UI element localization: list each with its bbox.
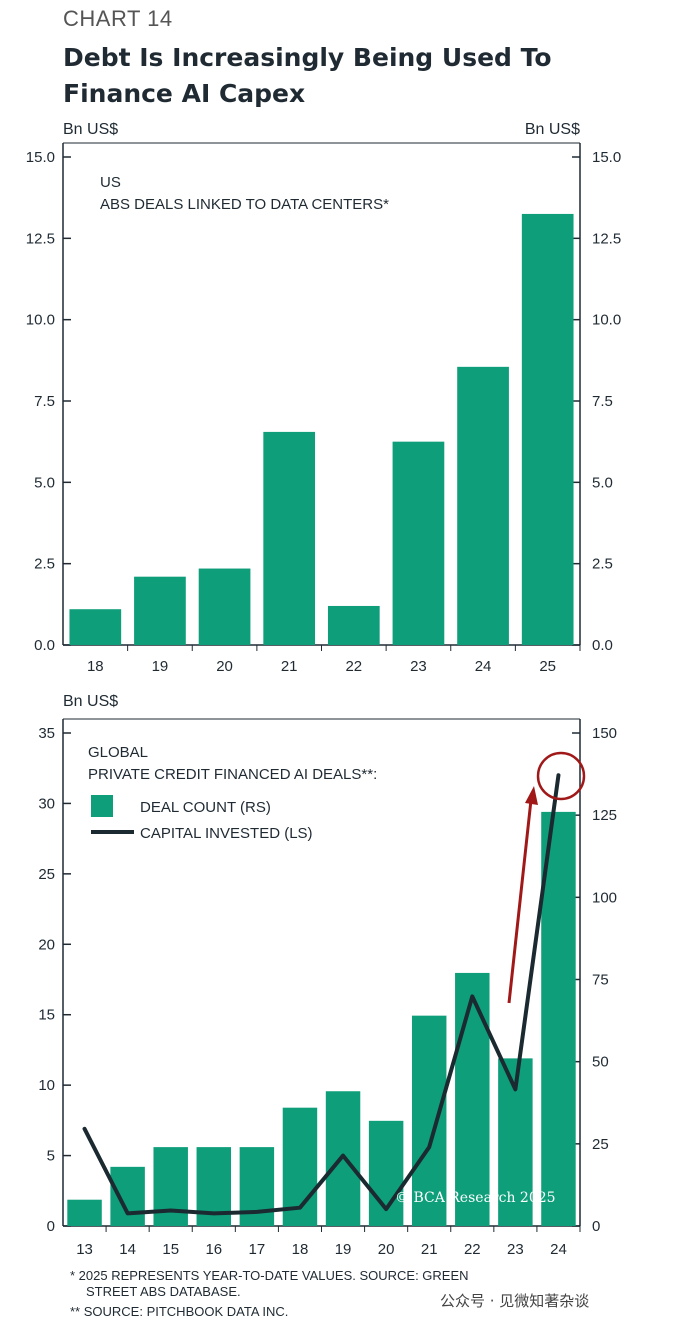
bottom-x-label-23: 23 xyxy=(507,1241,524,1258)
footnote-1-cont: STREET ABS DATABASE. xyxy=(86,1284,241,1299)
top-left-tick-label: 10.0 xyxy=(26,312,55,329)
bottom-x-label-22: 22 xyxy=(464,1241,481,1258)
bottom-x-label-19: 19 xyxy=(335,1241,352,1258)
bottom-bar-15 xyxy=(153,1147,188,1226)
bottom-bar-13 xyxy=(67,1199,102,1226)
legend-deal-count: DEAL COUNT (RS) xyxy=(140,799,271,816)
bottom-x-label-20: 20 xyxy=(378,1241,395,1258)
top-panel-subtitle: ABS DEALS LINKED TO DATA CENTERS* xyxy=(100,196,389,213)
top-bar-23 xyxy=(392,441,445,645)
top-bar-19 xyxy=(134,576,186,645)
bottom-x-label-18: 18 xyxy=(292,1241,309,1258)
bottom-x-label-17: 17 xyxy=(249,1241,266,1258)
bottom-bar-14 xyxy=(110,1166,145,1226)
top-x-label-18: 18 xyxy=(87,658,104,675)
bottom-x-label-15: 15 xyxy=(162,1241,179,1258)
top-right-tick-label: 2.5 xyxy=(592,556,613,573)
bottom-left-tick-label: 25 xyxy=(38,866,55,883)
bottom-left-tick-label: 30 xyxy=(38,795,55,812)
chart-number: CHART 14 xyxy=(63,6,173,31)
top-right-tick-label: 12.5 xyxy=(592,230,621,247)
bottom-right-tick-label: 150 xyxy=(592,725,617,742)
bottom-panel-subtitle: PRIVATE CREDIT FINANCED AI DEALS**: xyxy=(88,766,377,783)
capital-invested-line xyxy=(82,773,561,1216)
top-left-tick-label: 15.0 xyxy=(26,149,55,166)
top-bar-24 xyxy=(457,366,509,645)
bottom-right-tick-label: 75 xyxy=(592,972,609,989)
bottom-x-label-21: 21 xyxy=(421,1241,438,1258)
copyright-label: © BCA Research 2025 xyxy=(395,1190,556,1206)
bottom-panel-title: GLOBAL xyxy=(88,744,148,761)
top-x-label-21: 21 xyxy=(281,658,298,675)
top-right-unit-label: Bn US$ xyxy=(525,121,580,138)
top-bar-21 xyxy=(263,431,316,645)
top-x-label-25: 25 xyxy=(539,658,556,675)
top-bar-20 xyxy=(198,568,251,645)
top-bar-18 xyxy=(69,609,122,645)
bottom-bar-24 xyxy=(541,811,576,1226)
trend-arrow xyxy=(507,799,533,1004)
top-left-tick-label: 0.0 xyxy=(34,637,55,654)
bottom-right-tick-label: 100 xyxy=(592,889,617,906)
chart-title: Debt Is Increasingly Being Used To Finan… xyxy=(63,43,552,108)
top-right-tick-label: 7.5 xyxy=(592,393,613,410)
top-x-label-24: 24 xyxy=(475,658,492,675)
top-bar-25 xyxy=(521,213,574,645)
watermark: 公众号 · 见微知著杂谈 xyxy=(440,1292,590,1310)
bottom-left-unit-label: Bn US$ xyxy=(63,693,118,710)
bottom-x-label-14: 14 xyxy=(119,1241,136,1258)
top-right-tick-label: 5.0 xyxy=(592,474,613,491)
bottom-right-tick-label: 0 xyxy=(592,1218,600,1235)
bottom-left-tick-label: 10 xyxy=(38,1077,55,1094)
bottom-x-label-24: 24 xyxy=(550,1241,567,1258)
top-right-tick-label: 10.0 xyxy=(592,312,621,329)
bottom-x-label-13: 13 xyxy=(76,1241,93,1258)
top-left-unit-label: Bn US$ xyxy=(63,121,118,138)
top-x-label-19: 19 xyxy=(152,658,169,675)
top-left-tick-label: 7.5 xyxy=(34,393,55,410)
top-left-tick-label: 5.0 xyxy=(34,474,55,491)
top-panel-title: US xyxy=(100,174,121,191)
top-bar-22 xyxy=(327,605,380,645)
footnote-1: * 2025 REPRESENTS YEAR-TO-DATE VALUES. S… xyxy=(70,1268,469,1283)
footnote-2: ** SOURCE: PITCHBOOK DATA INC. xyxy=(70,1304,289,1319)
trend-arrow-head xyxy=(525,786,538,805)
bottom-left-tick-label: 35 xyxy=(38,725,55,742)
top-left-tick-label: 2.5 xyxy=(34,556,55,573)
bottom-right-tick-label: 125 xyxy=(592,807,617,824)
legend-capital-invested: CAPITAL INVESTED (LS) xyxy=(140,825,313,842)
top-right-tick-label: 0.0 xyxy=(592,637,613,654)
bottom-left-tick-label: 20 xyxy=(38,936,55,953)
top-x-label-23: 23 xyxy=(410,658,427,675)
top-right-tick-label: 15.0 xyxy=(592,149,621,166)
bottom-left-tick-label: 0 xyxy=(47,1218,55,1235)
bottom-left-tick-label: 15 xyxy=(38,1007,55,1024)
bottom-x-label-16: 16 xyxy=(205,1241,222,1258)
bottom-left-tick-label: 5 xyxy=(47,1148,55,1165)
bottom-bar-21 xyxy=(411,1015,447,1226)
top-x-label-20: 20 xyxy=(216,658,233,675)
bottom-bar-22 xyxy=(455,972,490,1226)
bottom-right-tick-label: 50 xyxy=(592,1054,609,1071)
bottom-right-tick-label: 25 xyxy=(592,1136,609,1153)
legend-bar-swatch xyxy=(91,795,113,817)
highlight-circle xyxy=(536,751,586,801)
top-x-label-22: 22 xyxy=(345,658,362,675)
top-left-tick-label: 12.5 xyxy=(26,230,55,247)
